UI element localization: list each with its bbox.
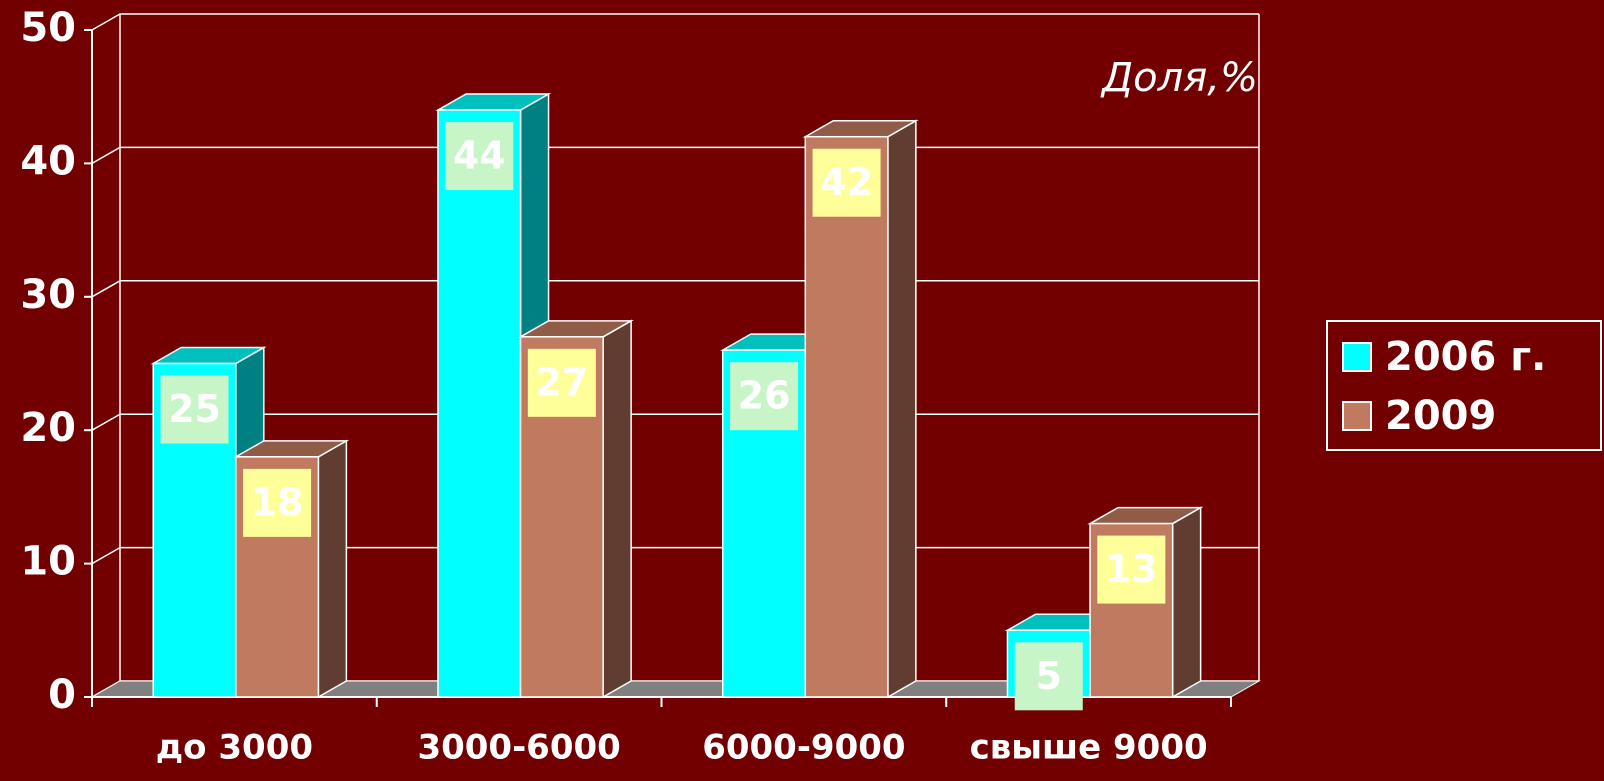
bar-side <box>1171 506 1202 699</box>
bar-side <box>317 439 348 699</box>
bar <box>804 135 889 698</box>
annotation: Доля,% <box>1100 55 1258 101</box>
y-tick-label: 30 <box>20 272 76 318</box>
grid-line <box>91 280 1259 298</box>
data-label: 25 <box>168 387 221 431</box>
data-label: 13 <box>1105 547 1158 591</box>
data-label-box <box>243 468 312 537</box>
data-label-box <box>1097 535 1166 604</box>
x-tick-label: свыше 9000 <box>970 728 1208 768</box>
data-label-box <box>730 362 799 431</box>
legend-swatch <box>1342 401 1372 431</box>
x-tick-label: 3000-6000 <box>417 728 620 768</box>
y-tick-label: 50 <box>20 5 76 51</box>
data-label-box <box>445 122 514 191</box>
data-label-box <box>1014 642 1083 711</box>
data-label: 18 <box>251 480 304 524</box>
x-tick-label: 6000-9000 <box>702 728 905 768</box>
grid-line <box>91 413 1259 431</box>
legend-label: 2006 г. <box>1385 334 1546 380</box>
bar-side <box>602 319 632 699</box>
x-tick-label: до 3000 <box>156 728 313 768</box>
legend-swatch <box>1342 342 1372 372</box>
data-label: 26 <box>738 374 791 418</box>
bar-side <box>887 119 917 699</box>
data-label: 42 <box>820 160 873 204</box>
y-tick-label: 10 <box>20 539 76 585</box>
legend-box <box>1326 320 1602 451</box>
data-label: 44 <box>453 134 506 178</box>
grid-line <box>91 146 1259 165</box>
data-label: 27 <box>535 360 588 404</box>
y-tick-label: 40 <box>20 138 76 184</box>
data-label-box <box>527 348 596 417</box>
data-label: 5 <box>1036 654 1062 698</box>
grid-line <box>91 13 1259 31</box>
y-tick-label: 20 <box>20 405 76 451</box>
legend-label: 2009 <box>1385 393 1496 439</box>
bar <box>437 109 522 698</box>
y-tick-label: 0 <box>48 672 76 718</box>
data-label-box <box>160 375 229 444</box>
data-label-box <box>812 148 881 217</box>
